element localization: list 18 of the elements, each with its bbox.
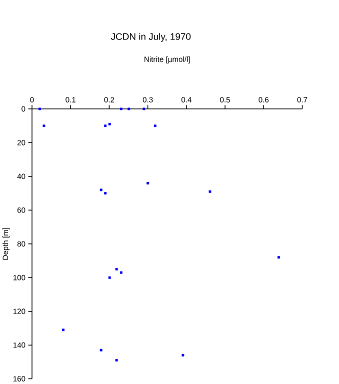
point [146, 182, 150, 184]
point [108, 276, 111, 279]
point [100, 348, 102, 352]
point [100, 188, 102, 192]
point [62, 328, 65, 332]
point [42, 124, 46, 128]
point [154, 124, 156, 128]
chart-title: JCDN in July, 1970 [111, 32, 191, 42]
point [120, 108, 122, 110]
point [120, 271, 122, 274]
point [182, 354, 184, 356]
point [208, 190, 212, 193]
point [128, 108, 130, 110]
point [38, 108, 42, 110]
point [115, 268, 118, 270]
point [108, 122, 111, 126]
point [104, 124, 107, 128]
point [142, 108, 146, 110]
